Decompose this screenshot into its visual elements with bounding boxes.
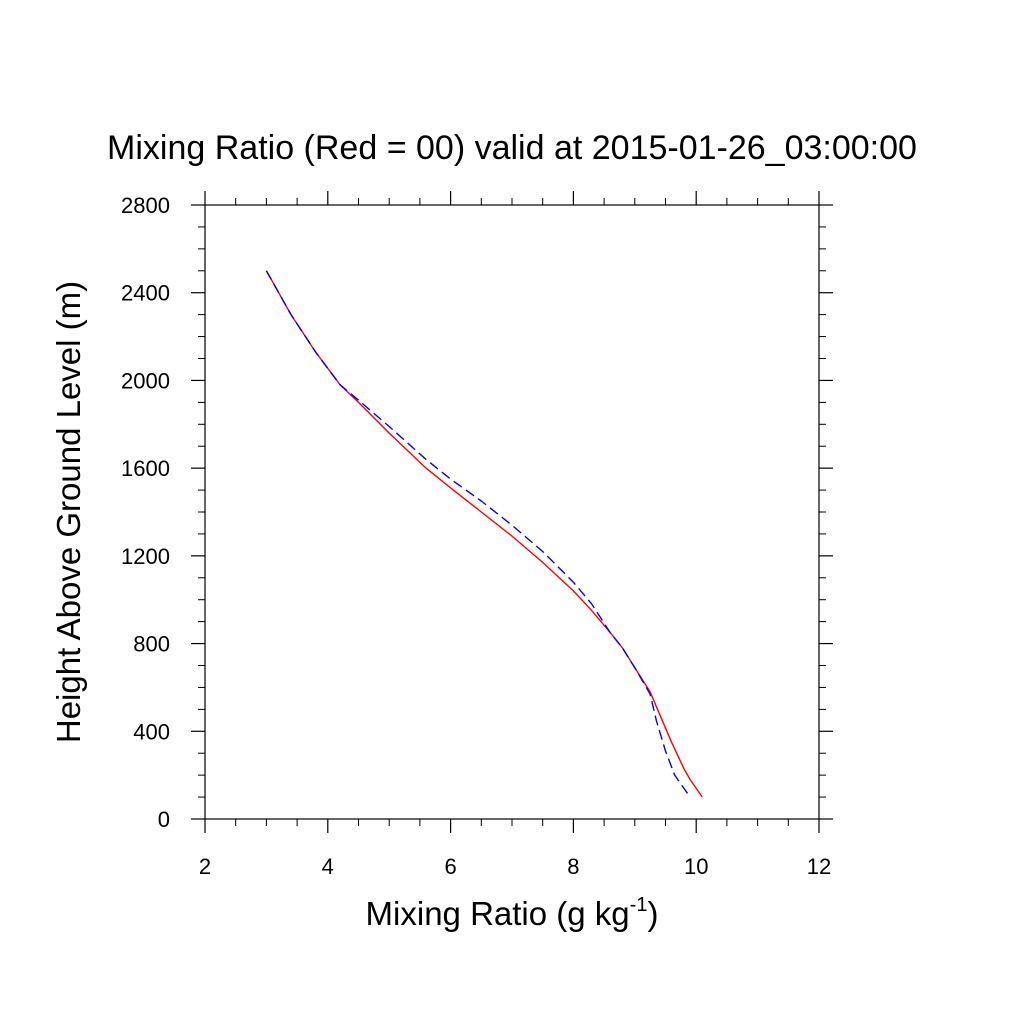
y-tick-label: 1200 <box>121 544 170 569</box>
x-tick-label: 8 <box>567 854 579 879</box>
y-tick-label: 400 <box>133 719 170 744</box>
x-tick-label: 10 <box>684 854 708 879</box>
plot-frame <box>204 204 820 820</box>
x-axis-label-suffix: ) <box>647 895 658 932</box>
axis-ticks <box>191 191 833 833</box>
x-tick-label: 12 <box>807 854 831 879</box>
y-axis-label: Height Above Ground Level (m) <box>50 281 87 743</box>
series-line-red <box>265 270 703 798</box>
x-tick-label: 6 <box>444 854 456 879</box>
tick-labels: 2 4 6 8 10 12 0 400 800 1200 1600 2000 2400 2800 <box>121 193 831 879</box>
y-tick-label: 2800 <box>121 193 170 218</box>
x-tick-label: 4 <box>322 854 334 879</box>
x-axis-label-text: Mixing Ratio (g kg <box>366 895 630 932</box>
x-tick-label: 2 <box>199 854 211 879</box>
series-line-blue <box>265 270 691 798</box>
y-tick-label: 800 <box>133 632 170 657</box>
y-tick-label: 0 <box>158 807 170 832</box>
series-lines <box>265 270 703 798</box>
y-tick-label: 1600 <box>121 456 170 481</box>
y-tick-label: 2400 <box>121 281 170 306</box>
y-tick-label: 2000 <box>121 368 170 393</box>
x-axis-label: Mixing Ratio (g kg-1) <box>366 894 659 932</box>
chart-title: Mixing Ratio (Red = 00) valid at 2015-01… <box>107 129 917 167</box>
x-axis-label-superscript: -1 <box>630 894 648 916</box>
